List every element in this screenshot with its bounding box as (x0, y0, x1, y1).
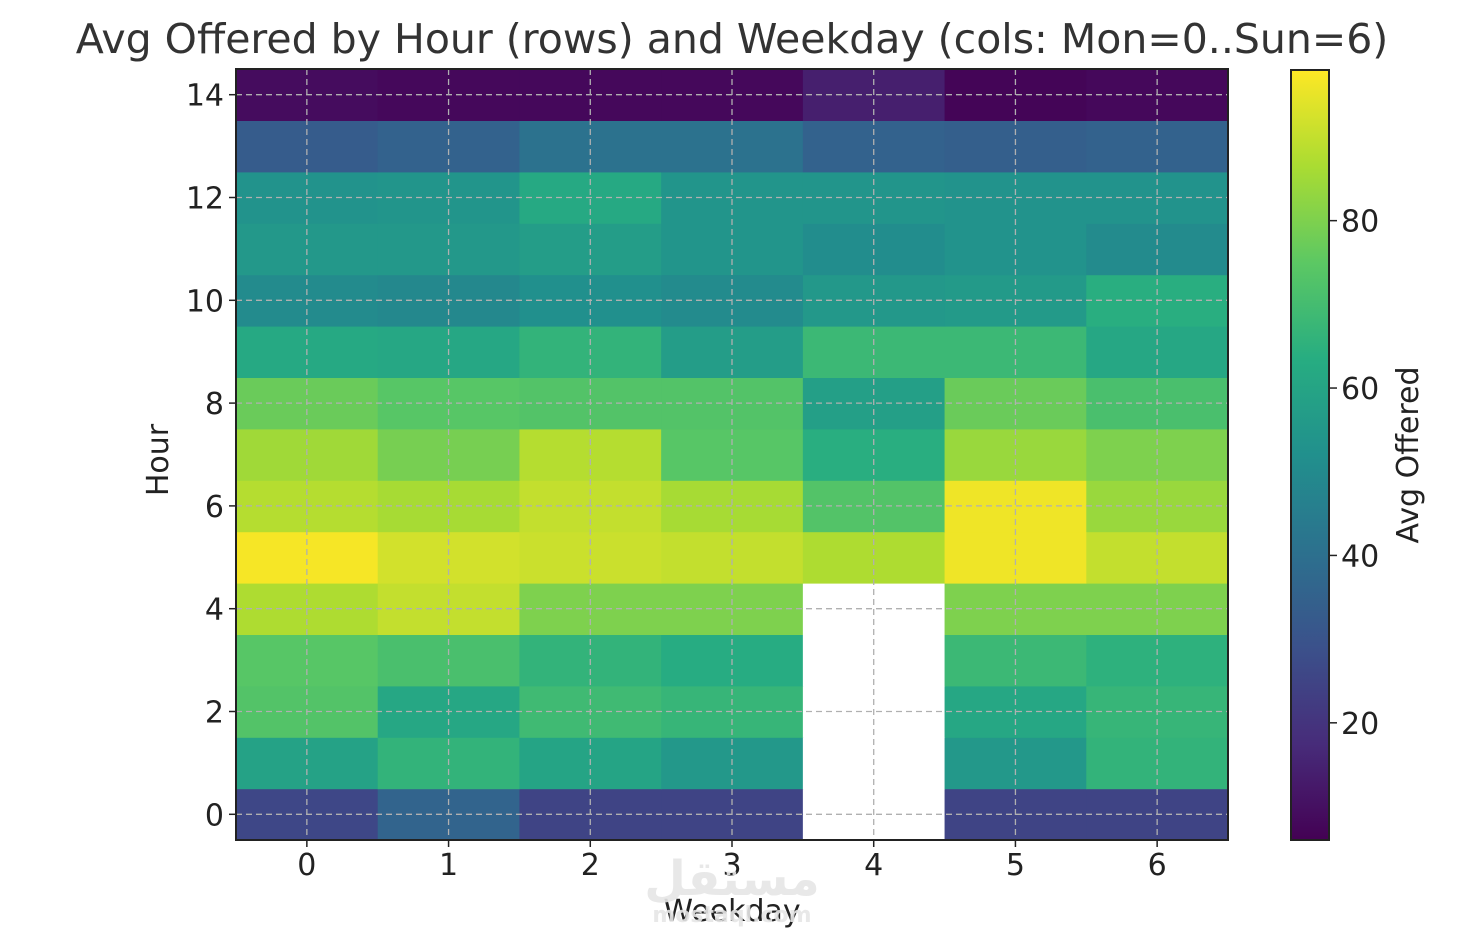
colorbar-gradient (1290, 69, 1330, 841)
colorbar-tick-label: 60 (1341, 372, 1379, 407)
y-tick-label: 10 (186, 284, 224, 319)
colorbar-tick-label: 40 (1341, 539, 1379, 574)
plot-grid (236, 69, 1228, 840)
colorbar: 20 40 60 80 Avg Offered (1290, 69, 1426, 841)
chart-title: Avg Offered by Hour (rows) and Weekday (… (76, 15, 1389, 63)
y-axis-ticks: 0 2 4 6 8 10 12 14 (186, 79, 236, 833)
x-tick-label: 3 (722, 848, 741, 883)
y-tick-label: 14 (186, 79, 224, 114)
y-tick-label: 6 (205, 490, 224, 525)
x-tick-label: 2 (581, 848, 600, 883)
y-tick-label: 0 (205, 798, 224, 833)
y-tick-label: 12 (186, 182, 224, 217)
colorbar-ticks: 20 40 60 80 (1329, 205, 1379, 742)
y-tick-label: 4 (205, 593, 224, 628)
colorbar-label: Avg Offered (1391, 366, 1426, 543)
x-tick-label: 0 (297, 848, 316, 883)
y-tick-label: 8 (205, 387, 224, 422)
watermark-logo: مستقل mostaql.com (644, 851, 820, 928)
x-tick-label: 1 (439, 848, 458, 883)
y-axis-label: Hour (141, 423, 176, 496)
x-axis-label: Weekday (663, 894, 800, 929)
x-tick-label: 6 (1148, 848, 1167, 883)
colorbar-tick-label: 20 (1341, 707, 1379, 742)
watermark-subtext: mostaql.com (652, 903, 811, 928)
colorbar-tick-label: 80 (1341, 205, 1379, 240)
x-tick-label: 5 (1006, 848, 1025, 883)
x-axis-ticks: 0 1 2 3 4 5 6 (297, 840, 1167, 883)
watermark-text: مستقل (644, 851, 820, 907)
x-tick-label: 4 (864, 848, 883, 883)
y-tick-label: 2 (205, 696, 224, 731)
